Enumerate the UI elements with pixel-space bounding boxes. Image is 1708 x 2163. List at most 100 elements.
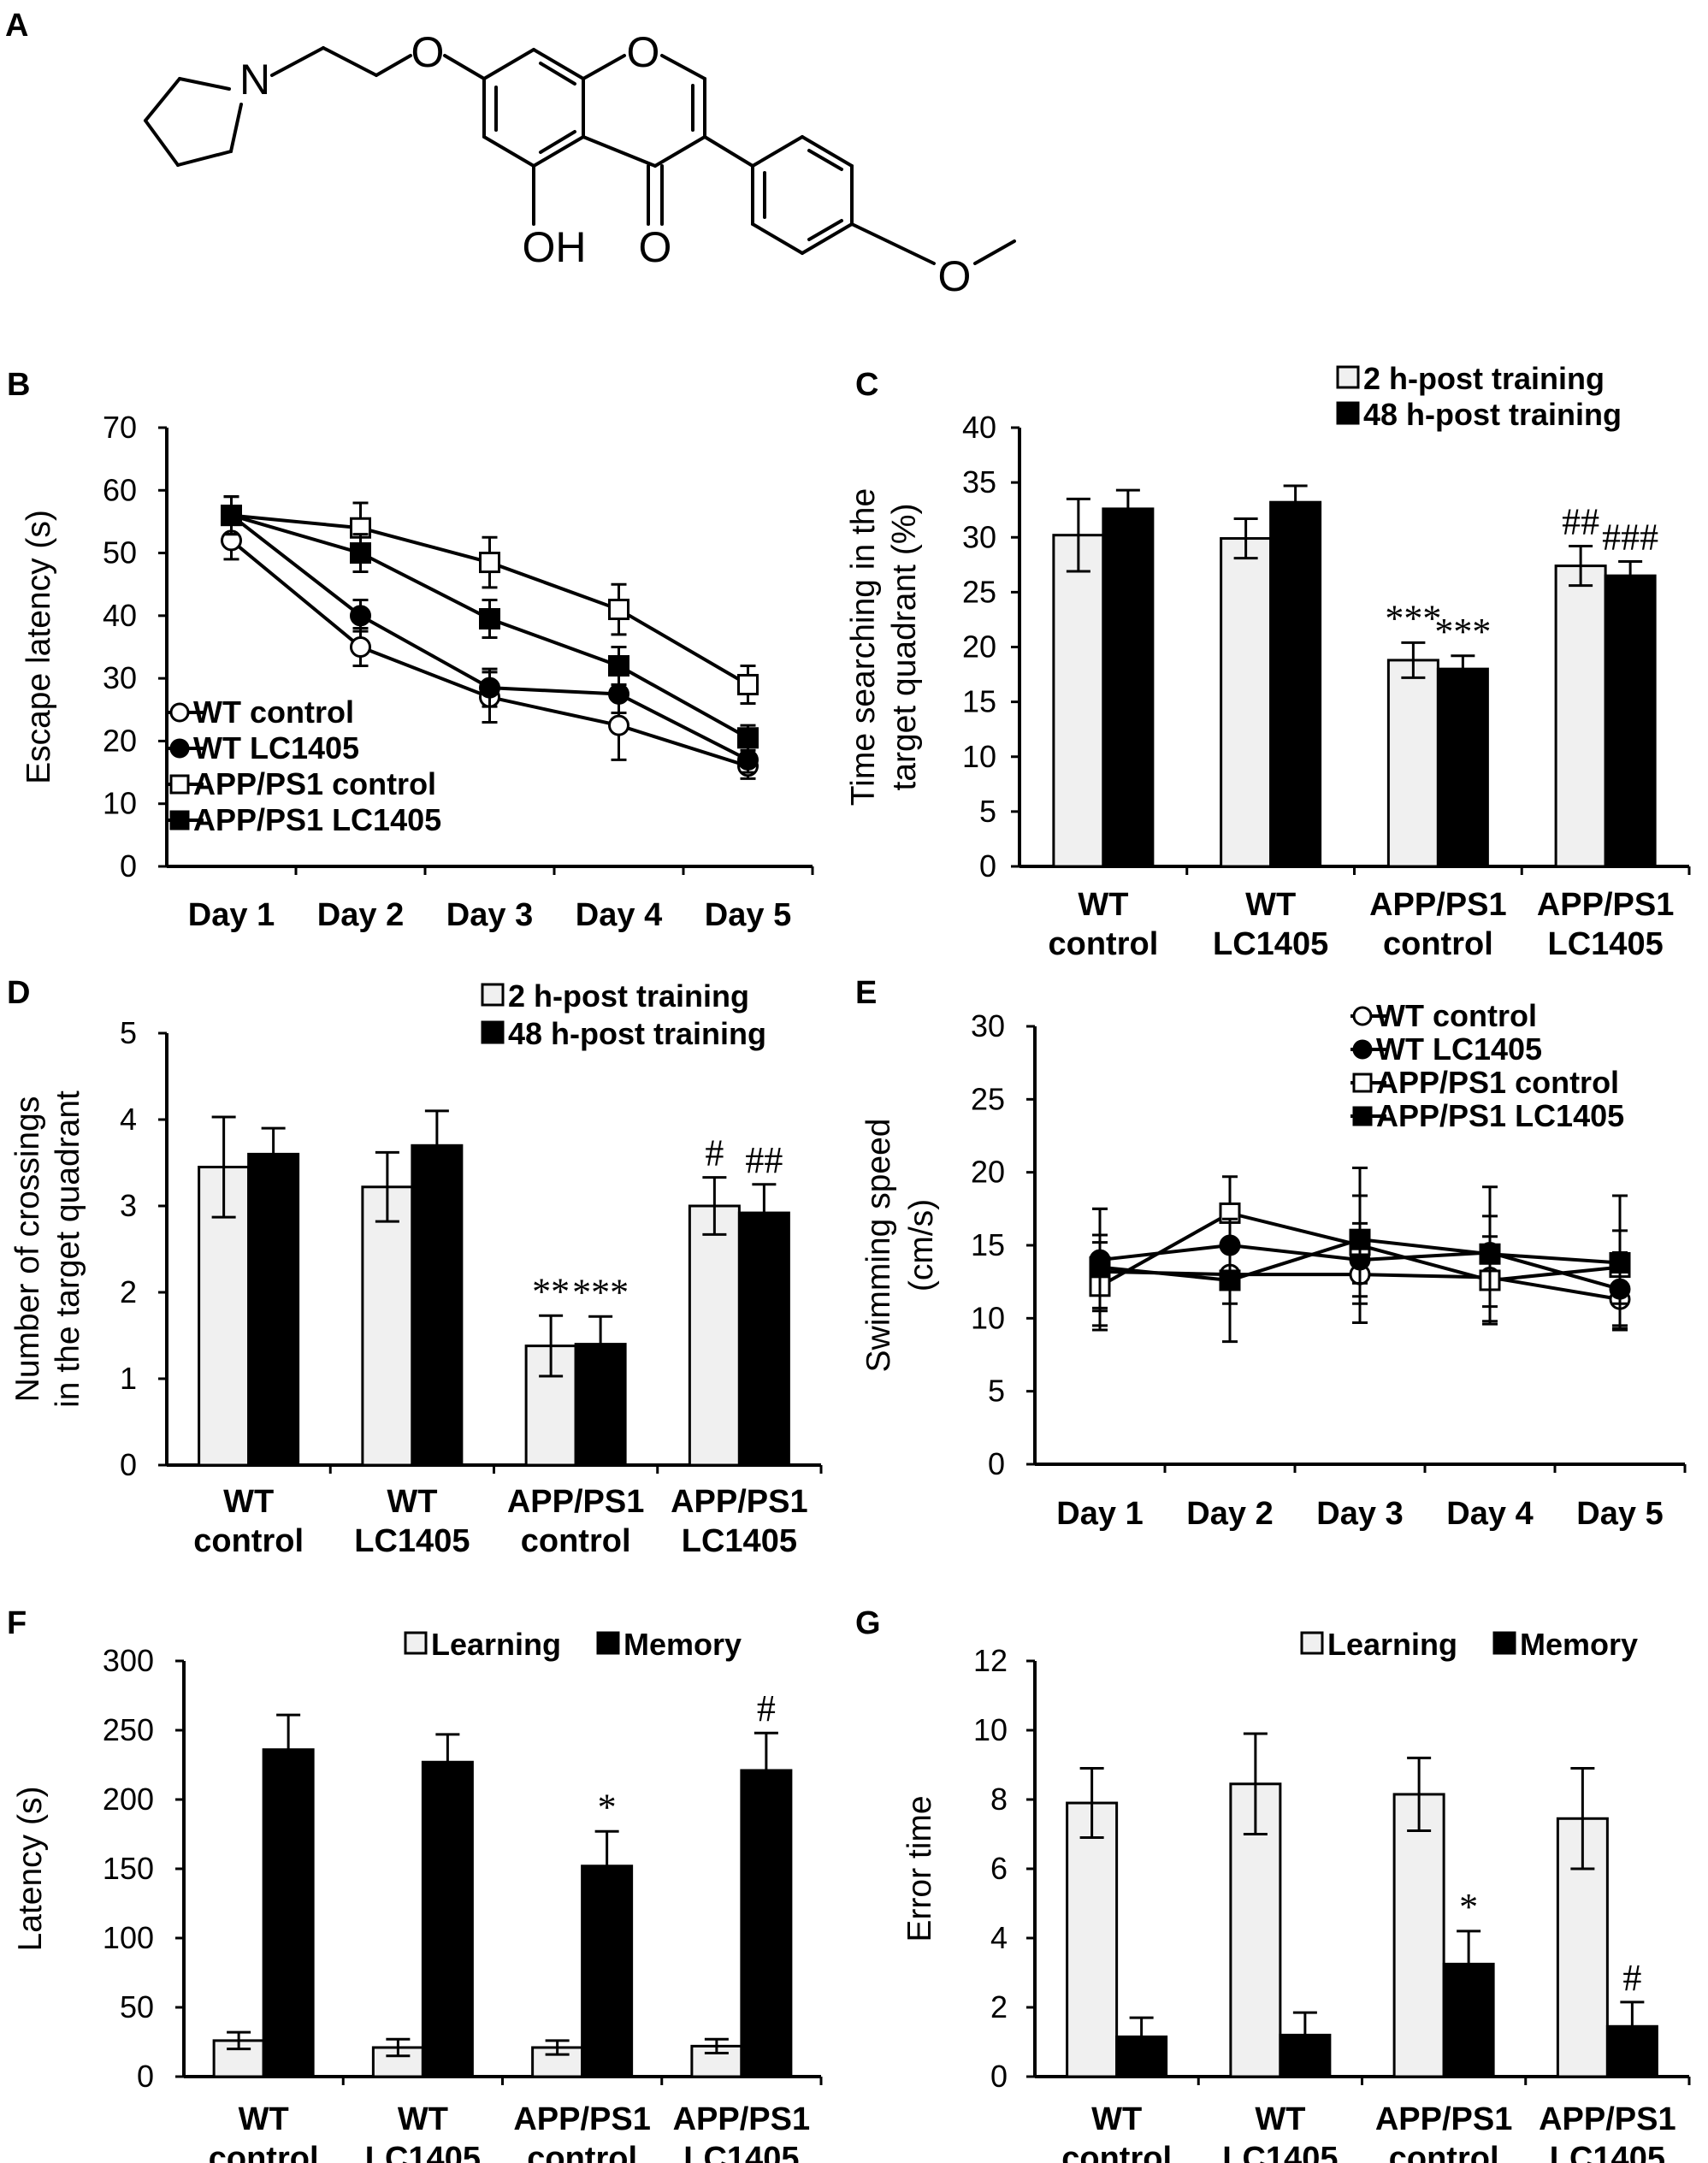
panel-c-time-target-quadrant-chart: C 0 5 10 15 20 25 30 35 40 Time searching in the ta… (845, 361, 1691, 962)
y-tick-label: 0 (120, 1447, 137, 1482)
x-tick-label-line-2: control (521, 1523, 631, 1559)
panel-a-structure: A (5, 8, 1016, 300)
data-point-open-square (1352, 1073, 1373, 1093)
y-tick-label: 2 (990, 1989, 1008, 2024)
panel-letter-a: A (5, 8, 28, 44)
bond (178, 77, 231, 91)
y-tick-label: 10 (103, 786, 137, 821)
x-tick-label-line-1: APP/PS1 (507, 1484, 645, 1520)
y-tick-label: 35 (962, 464, 996, 499)
y-tick-label: 0 (988, 1446, 1005, 1481)
y-tick-label: 40 (962, 410, 996, 445)
bond (751, 222, 804, 255)
y-tick-label: 3 (120, 1188, 137, 1223)
data-point-open-circle (169, 702, 190, 723)
bond-double (539, 130, 576, 154)
bar-first-series (1220, 537, 1273, 868)
x-tick-label-line-2: control (1383, 926, 1493, 962)
data-point-filled-circle (608, 683, 629, 705)
panel-e-swimming-speed-chart: E 0 5 10 15 20 25 30 Swimming speed (cm/s) Day 1 Da… (855, 975, 1687, 1532)
x-tick-label-line-1: WT (239, 2101, 289, 2137)
significance-mark: *** (572, 1271, 629, 1313)
bond (322, 46, 378, 77)
data-point-filled-square (479, 608, 500, 630)
x-tick-label-line-1: WT (223, 1484, 274, 1520)
y-tick-label: 60 (103, 472, 137, 507)
bond (482, 48, 535, 80)
bond (532, 135, 585, 168)
bar-second-series (262, 1748, 315, 2078)
bond-double (807, 219, 843, 241)
x-tick-label: Day 1 (188, 897, 275, 933)
legend-swatch (481, 1020, 505, 1044)
y-tick-label: 30 (103, 660, 137, 695)
y-tick-label: 30 (962, 519, 996, 554)
atom-n: N (239, 56, 270, 103)
bar-second-series (1436, 667, 1489, 868)
bond (801, 222, 854, 255)
y-tick-label: 200 (103, 1782, 154, 1817)
y-tick-label: 0 (120, 848, 137, 884)
y-tick-label: 5 (979, 794, 996, 829)
panel-letter: G (855, 1605, 881, 1641)
y-tick-label: 0 (979, 848, 996, 884)
legend-label: 48 h-post training (508, 1016, 766, 1051)
bond (532, 48, 585, 80)
legend-label: WT LC1405 (193, 730, 359, 765)
y-tick-label: 8 (990, 1782, 1008, 1817)
panel-g-error-time-chart: G 0 2 4 6 8 10 12 Error time WT control WT LC1405 APP… (855, 1605, 1691, 2163)
legend-label: 48 h-post training (1363, 397, 1622, 432)
data-point-filled-circle (479, 677, 500, 699)
legend-label: Memory (1520, 1627, 1638, 1662)
data-point-filled-square (1609, 1251, 1631, 1274)
atom-o-ether: O (411, 28, 445, 76)
legend-swatch (481, 983, 505, 1007)
x-tick-label-line-1: WT (1255, 2101, 1305, 2137)
data-point-filled-square (737, 727, 759, 749)
bar-first-series (1052, 534, 1105, 868)
y-tick-label: 2 (120, 1274, 137, 1309)
legend-swatch (1492, 1631, 1516, 1655)
x-tick-label-line-1: APP/PS1 (671, 1484, 808, 1520)
x-tick-label-line-1: APP/PS1 (1375, 2101, 1513, 2137)
legend-label: 2 h-post training (508, 978, 749, 1014)
y-tick-label: 10 (971, 1300, 1005, 1335)
legend-swatch (1336, 401, 1360, 425)
significance-mark: ** (532, 1270, 570, 1312)
x-tick-label-line-1: APP/PS1 (673, 2101, 811, 2137)
data-point-open-square (737, 673, 759, 695)
bond (144, 77, 181, 122)
panel-letter: B (7, 367, 30, 403)
y-tick-label: 250 (103, 1712, 154, 1747)
bar-first-series (1554, 564, 1607, 868)
y-tick-label: 10 (973, 1712, 1008, 1747)
x-tick-label: Day 1 (1056, 1496, 1143, 1532)
x-tick-label-line-1: WT (1245, 887, 1296, 923)
legend-label: Learning (1327, 1627, 1457, 1662)
bond (229, 103, 243, 153)
y-tick-label: 70 (103, 410, 137, 445)
bond (801, 135, 854, 168)
x-tick-label-line-2: LC1405 (354, 1523, 470, 1559)
y-tick-label: 0 (137, 2059, 154, 2094)
x-tick-label-line-2: control (1389, 2141, 1499, 2163)
y-axis-label: Error time (901, 1795, 938, 1941)
data-point-filled-circle (737, 748, 759, 771)
atom-o-methoxy: O (938, 252, 972, 300)
bond (582, 54, 626, 80)
data-point-filled-circle (1352, 1039, 1373, 1060)
bar-second-series (421, 1760, 474, 2078)
data-point-filled-circle (350, 605, 371, 627)
data-point-filled-square (221, 505, 242, 527)
bar-first-series (688, 1204, 741, 1467)
y-axis-label-line-2: (cm/s) (903, 1199, 940, 1291)
x-tick-label-line-2: LC1405 (365, 2141, 481, 2163)
y-tick-label: 4 (120, 1102, 137, 1137)
legend-label: WT control (193, 694, 354, 730)
data-point-filled-square (1349, 1228, 1371, 1250)
significance-mark: ### (1602, 516, 1658, 558)
bar-second-series (1102, 507, 1155, 868)
x-tick-label: Day 2 (317, 897, 404, 933)
y-axis-label-line-2: target quadrant (%) (886, 503, 923, 790)
y-tick-label: 20 (971, 1155, 1005, 1190)
